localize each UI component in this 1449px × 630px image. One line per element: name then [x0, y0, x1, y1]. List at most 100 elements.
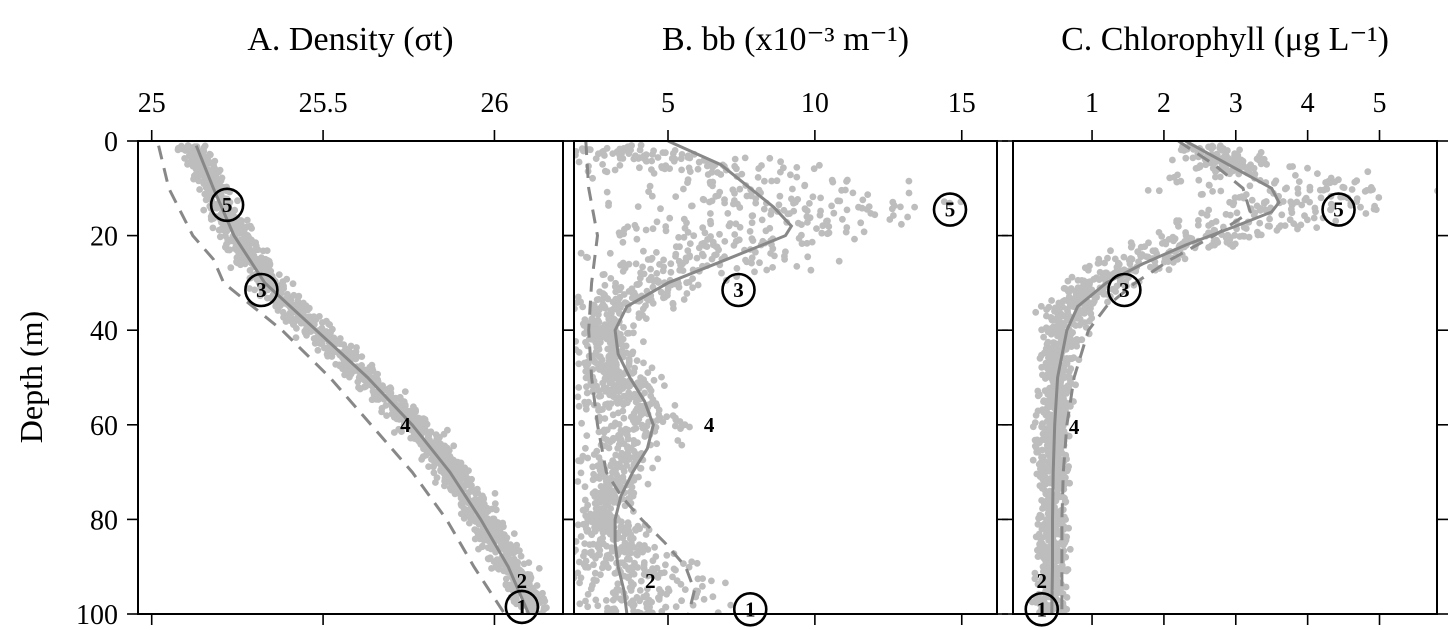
scatter-point — [655, 596, 663, 603]
scatter-point — [633, 357, 641, 364]
scatter-point — [631, 440, 638, 448]
scatter-point — [634, 281, 642, 288]
scatter-point — [1058, 474, 1066, 482]
scatter-point — [1367, 184, 1375, 191]
scatter-point — [669, 412, 677, 419]
x-tick-label: 5 — [661, 88, 675, 119]
scatter-point — [1227, 211, 1234, 219]
scatter-point — [686, 168, 694, 176]
scatter-point — [1260, 155, 1268, 163]
scatter-point — [1028, 598, 1036, 606]
scatter-point — [636, 274, 644, 282]
x-tick-label: 10 — [801, 88, 829, 119]
scatter-point — [383, 412, 390, 419]
marker-label: 5 — [945, 198, 956, 222]
scatter-point — [222, 198, 230, 206]
scatter-point — [396, 393, 404, 401]
scatter-point — [624, 223, 632, 231]
scatter-point — [613, 305, 621, 313]
scatter-point — [600, 528, 607, 536]
scatter-point — [651, 543, 658, 551]
scatter-point — [716, 230, 723, 238]
scatter-point — [595, 150, 602, 158]
scatter-point — [1041, 602, 1049, 610]
scatter-point — [694, 165, 702, 173]
scatter-point — [1126, 260, 1134, 268]
scatter-point — [574, 478, 582, 485]
scatter-point — [748, 219, 756, 227]
scatter-point — [898, 220, 905, 228]
scatter-point — [597, 483, 605, 490]
scatter-point — [1205, 222, 1212, 229]
scatter-point — [1038, 326, 1045, 334]
scatter-point — [401, 401, 409, 409]
scatter-point — [1041, 571, 1049, 579]
scatter-point — [766, 224, 774, 232]
scatter-point — [606, 339, 614, 347]
scatter-point — [618, 449, 626, 457]
scatter-point — [860, 228, 868, 236]
scatter-point — [502, 575, 510, 583]
marker-4: 4 — [704, 413, 715, 437]
scatter-point — [611, 166, 619, 174]
scatter-point — [1056, 431, 1063, 439]
scatter-point — [620, 428, 628, 436]
scatter-point — [618, 347, 626, 355]
scatter-point — [617, 523, 625, 531]
scatter-point — [1043, 498, 1051, 506]
scatter-point — [205, 190, 213, 198]
scatter-point — [248, 225, 256, 232]
scatter-point — [625, 150, 633, 158]
scatter-point — [695, 158, 703, 166]
scatter-point — [619, 341, 626, 349]
scatter-point — [284, 312, 292, 319]
scatter-point — [733, 265, 741, 272]
scatter-point — [1043, 585, 1051, 592]
scatter-point — [1067, 377, 1074, 385]
scatter-point — [1042, 553, 1050, 561]
plot-area — [157, 142, 550, 614]
scatter-point — [592, 511, 599, 519]
scatter-point — [369, 387, 377, 395]
scatter-point — [1032, 411, 1040, 419]
scatter-point — [624, 452, 632, 459]
scatter-point — [611, 570, 619, 577]
scatter-point — [680, 560, 687, 567]
scatter-point — [192, 171, 200, 179]
marker-circle — [1107, 272, 1142, 308]
scatter-point — [714, 192, 722, 200]
scatter-point — [653, 402, 661, 410]
scatter-point — [403, 407, 411, 415]
scatter-point — [603, 509, 610, 516]
scatter-point — [1251, 170, 1259, 178]
scatter-point — [1041, 407, 1048, 415]
scatter-point — [766, 154, 774, 162]
scatter-point — [358, 353, 366, 360]
scatter-point — [595, 353, 603, 361]
scatter-point — [440, 430, 448, 438]
scatter-point — [669, 299, 677, 307]
scatter-point — [450, 442, 458, 450]
scatter-point — [1320, 186, 1327, 194]
scatter-point — [683, 290, 691, 297]
scatter-point — [644, 585, 651, 593]
scatter-point — [614, 444, 622, 452]
scatter-point — [787, 171, 794, 179]
dashed-profile-line — [157, 145, 506, 614]
scatter-point — [287, 317, 295, 325]
scatter-point — [824, 217, 831, 225]
scatter-point — [221, 225, 229, 233]
scatter-point — [639, 305, 647, 313]
scatter-point — [843, 178, 850, 185]
marker-circle — [504, 589, 540, 625]
scatter-point — [515, 574, 522, 582]
scatter-point — [276, 302, 284, 310]
panel-a-density: 25 25.5 26 A. Density (σt) 5 3 4 21 — [127, 21, 574, 625]
scatter-point — [636, 587, 644, 594]
scatter-point — [1074, 276, 1082, 284]
scatter-point — [601, 281, 609, 289]
scatter-point — [574, 148, 580, 155]
scatter-point — [1153, 250, 1160, 257]
marker-1: 1 — [1024, 591, 1060, 627]
